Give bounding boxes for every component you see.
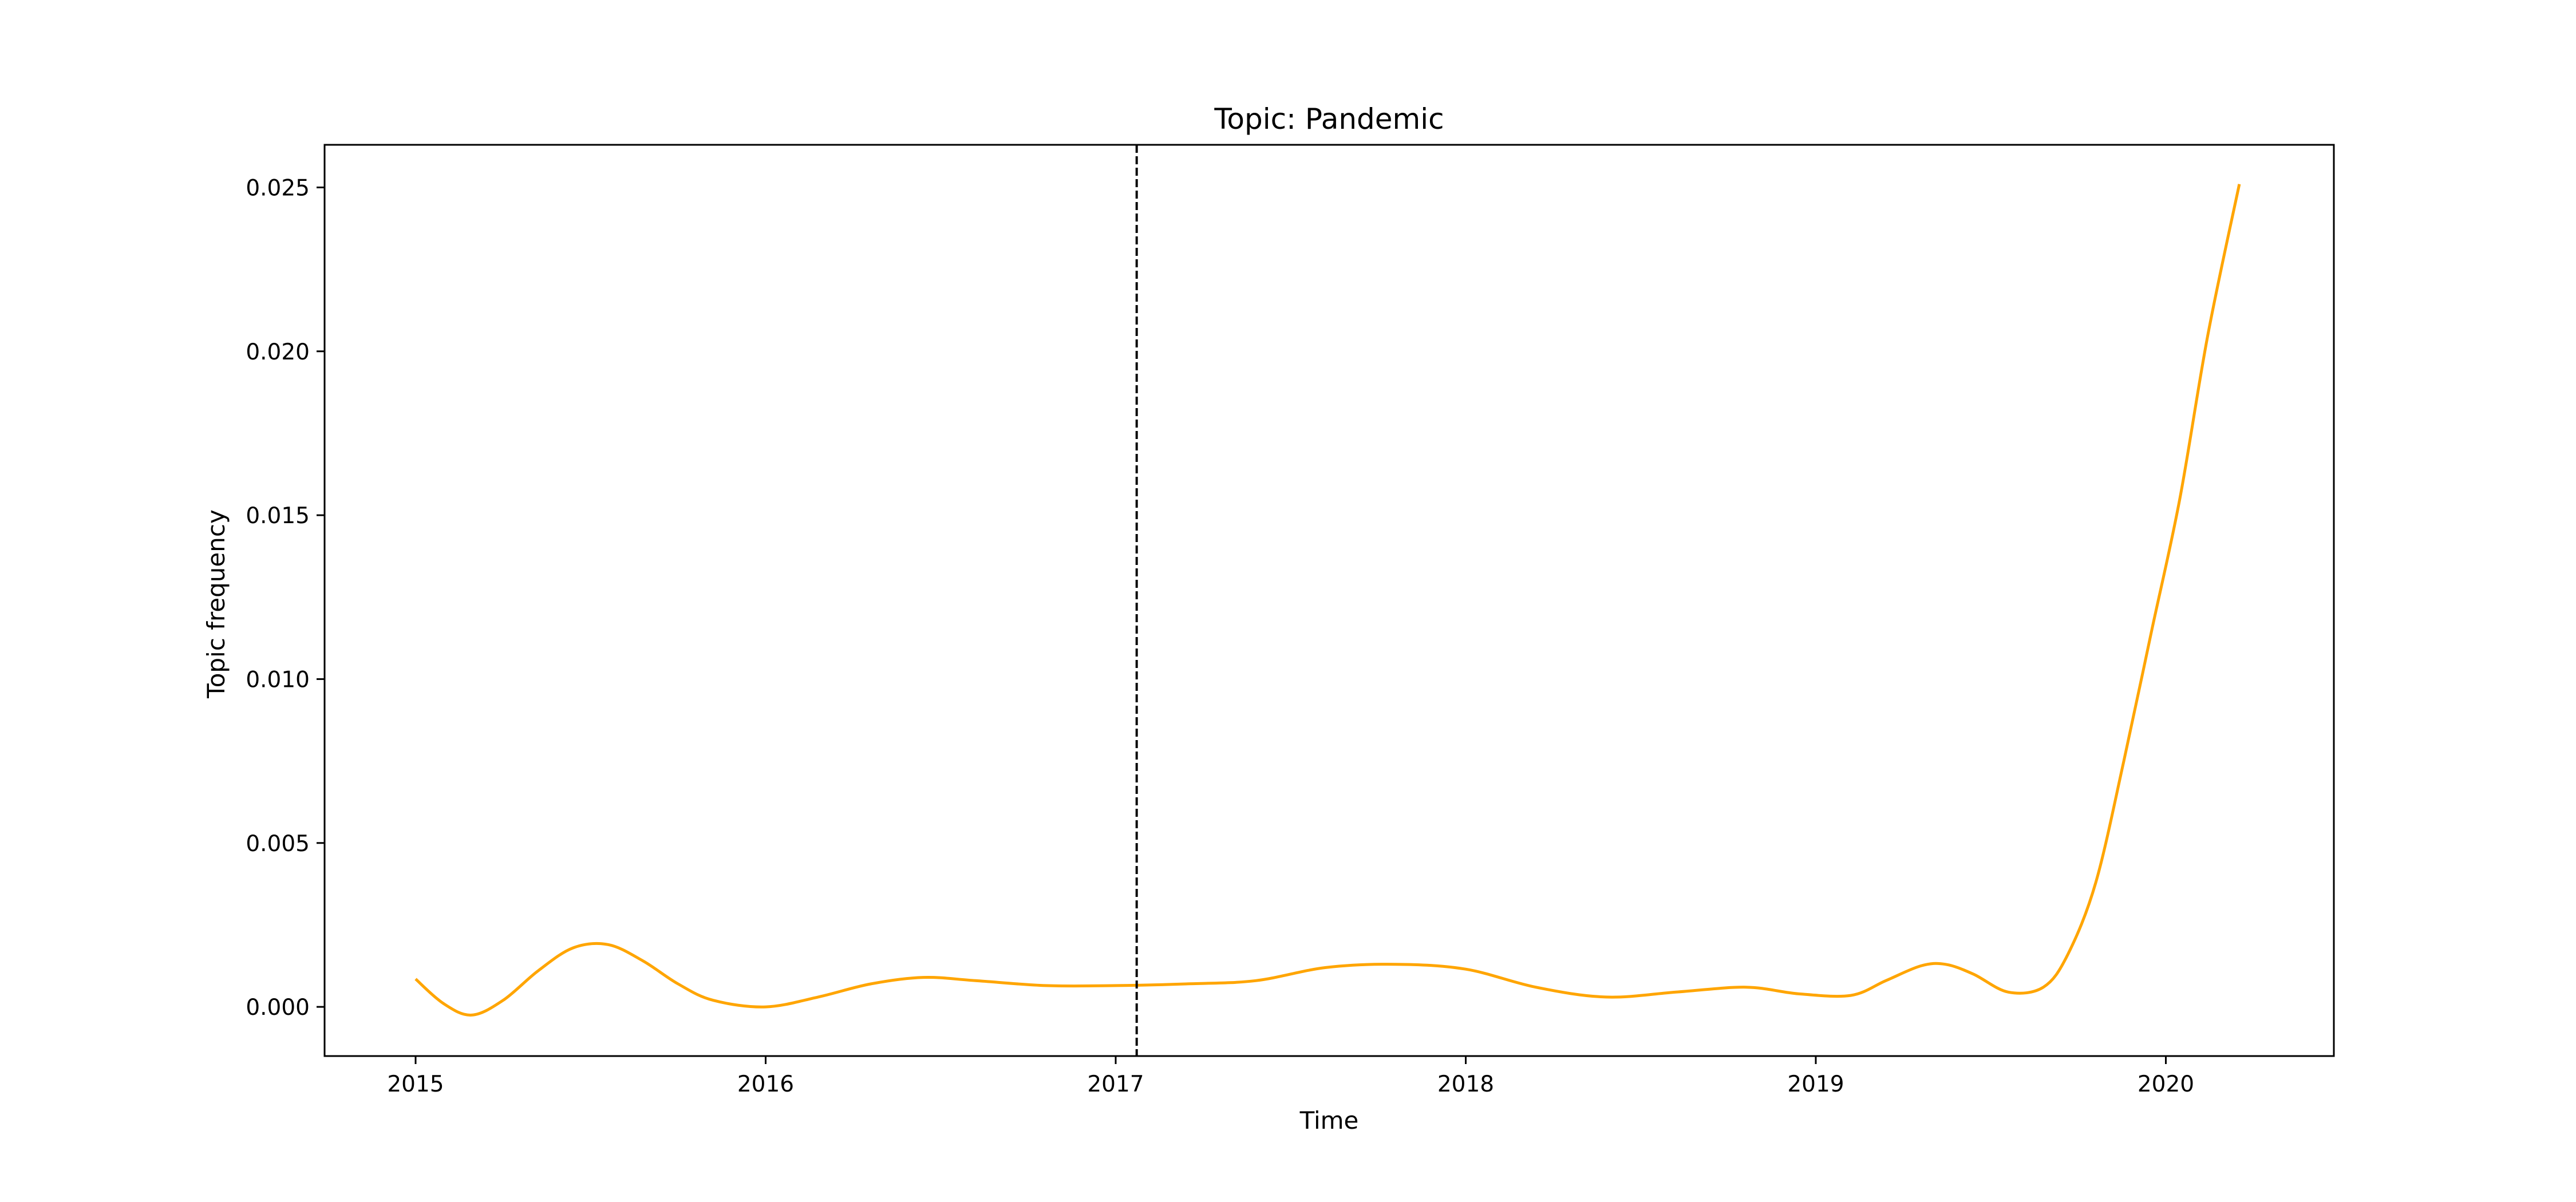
y-tick-label: 0.010 — [246, 667, 310, 693]
x-axis-label: Time — [1299, 1106, 1359, 1134]
x-tick-label: 2020 — [2138, 1071, 2194, 1097]
y-tick-label: 0.005 — [246, 831, 310, 857]
x-tick-label: 2017 — [1087, 1071, 1144, 1097]
y-axis-label: Topic frequency — [202, 509, 230, 699]
x-tick-label: 2019 — [1787, 1071, 1844, 1097]
series-line — [414, 184, 2241, 1017]
axes-frame — [323, 144, 2335, 1057]
y-tick-label: 0.025 — [246, 175, 310, 201]
plot-area: 2015 2016 2017 2018 2019 2020 0.000 0.005 0.010 0… — [246, 144, 2335, 1097]
x-tick-label: 2015 — [387, 1071, 444, 1097]
y-tick-label: 0.000 — [246, 995, 310, 1021]
x-tick-label: 2016 — [737, 1071, 794, 1097]
y-tick-label: 0.015 — [246, 503, 310, 529]
chart-title: Topic: Pandemic — [1214, 102, 1444, 136]
x-tick-label: 2018 — [1437, 1071, 1494, 1097]
y-tick-label: 0.020 — [246, 339, 310, 365]
